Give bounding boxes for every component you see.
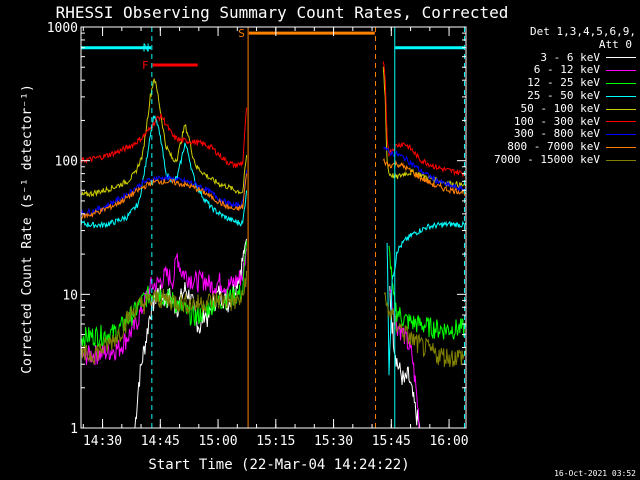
legend-entry-5: 50 - 100 keV (470, 101, 636, 116)
series-line-9-seg-2 (383, 292, 467, 368)
x-tick-label: 16:00 (429, 434, 468, 449)
legend-swatch (606, 83, 636, 85)
legend-entry-7: 300 - 800 keV (470, 128, 636, 141)
legend-label: 12 - 25 keV (527, 76, 600, 90)
series-line-6-seg-2 (382, 61, 467, 178)
x-tick-label: 14:30 (83, 434, 122, 449)
series-line-4-seg-2 (386, 220, 467, 376)
legend-swatch (606, 95, 636, 97)
legend-label: 7000 - 15000 keV (494, 152, 600, 166)
plot-frame (80, 26, 467, 429)
y-tick-label: 1 (70, 422, 78, 437)
annotation-label-N: N (143, 42, 150, 55)
chart-title: RHESSI Observing Summary Count Rates, Co… (56, 3, 509, 22)
legend-swatch (606, 108, 636, 110)
series-line-6-seg-1 (80, 107, 248, 169)
legend-entry-4: 25 - 50 keV (470, 88, 636, 103)
plot-area: NF S 1 10 100 1000 14:30 14:45 15:00 15:15 15:30 15… (47, 21, 469, 449)
legend-entry-6: 100 - 300 keV (470, 114, 636, 129)
legend-entry-9: 7000 - 15000 keV (470, 152, 636, 167)
legend-entry-1: 3 - 6 keV (470, 50, 636, 65)
x-tick-label: 15:30 (314, 434, 353, 449)
series-line-2-seg-1 (80, 248, 248, 366)
legend-entry-2: 6 - 12 keV (470, 64, 636, 77)
series-line-8-seg-1 (80, 173, 248, 220)
x-axis-label: Start Time (22-Mar-04 14:24:22) (148, 457, 409, 473)
series-line-8-seg-2 (382, 157, 467, 197)
legend-entry-3: 12 - 25 keV (470, 76, 636, 90)
legend: Det 1,3,4,5,6,9, Att 0 3 - 6 keV 6 - 12 k… (470, 25, 636, 167)
x-tick-label: 14:45 (141, 434, 180, 449)
legend-swatch (606, 147, 636, 149)
y-tick-label: 1000 (47, 21, 78, 36)
legend-swatch (606, 57, 636, 59)
legend-entry-8: 800 - 7000 keV (470, 140, 636, 154)
legend-label: 3 - 6 keV (540, 50, 600, 64)
series-line-5-seg-1 (80, 78, 248, 198)
annotation-label-F: F (142, 59, 149, 72)
legend-label: 25 - 50 keV (527, 88, 600, 102)
series-line-4-seg-1 (80, 114, 248, 229)
legend-swatch (606, 159, 636, 161)
annotation-label-S: S (238, 27, 245, 40)
legend-label: 300 - 800 keV (513, 127, 600, 141)
x-tick-label: 15:45 (372, 434, 411, 449)
legend-label: 100 - 300 keV (513, 114, 600, 128)
legend-rows: 3 - 6 keV 6 - 12 keV 12 - 25 keV 25 - 50 ke… (470, 50, 636, 167)
legend-swatch (606, 121, 636, 123)
x-tick-label: 15:00 (198, 434, 237, 449)
y-tick-label: 100 (55, 155, 78, 170)
legend-header-1: Det 1,3,4,5,6,9, (530, 25, 636, 38)
y-axis-label: Corrected Count Rate (s⁻¹ detector⁻¹) (20, 84, 35, 374)
series-line-7-seg-2 (382, 146, 467, 192)
timestamp: 16-Oct-2021 03:52 (554, 469, 636, 478)
legend-label: 50 - 100 keV (520, 101, 600, 115)
series-line-9-seg-1 (80, 270, 248, 365)
legend-label: 6 - 12 keV (533, 63, 600, 77)
legend-swatch (606, 134, 636, 136)
legend-swatch (606, 70, 636, 72)
legend-label: 800 - 7000 keV (507, 140, 600, 154)
y-tick-label: 10 (62, 288, 78, 303)
legend-header-2: Att 0 (598, 37, 632, 51)
series-line-3-seg-2 (388, 245, 467, 340)
x-tick-label: 15:15 (256, 434, 295, 449)
